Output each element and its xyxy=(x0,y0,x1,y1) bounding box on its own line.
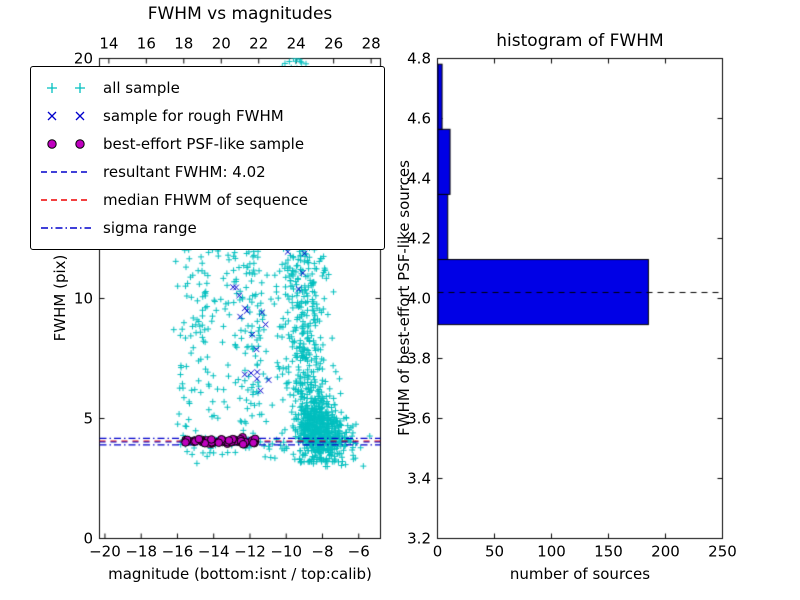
dashdot-line-icon xyxy=(41,227,91,229)
right-y-tick-label: 4.2 xyxy=(407,229,431,247)
legend-item-4: median FHWM of sequence xyxy=(37,186,378,214)
left-x-tick-label: −18 xyxy=(125,542,158,561)
left-x-tick-label: −12 xyxy=(234,542,266,561)
left-top-tick-label: 20 xyxy=(211,34,231,53)
left-x-tick-label: −16 xyxy=(161,542,194,561)
legend-label: sigma range xyxy=(103,219,197,237)
right-plot-title: histogram of FWHM xyxy=(496,31,664,51)
right-x-tick-label: 200 xyxy=(651,542,680,561)
left-plot-ylabel: FWHM (pix) xyxy=(51,254,69,342)
plus-marker-icon xyxy=(47,83,85,93)
right-y-tick-label: 4.0 xyxy=(407,289,431,307)
right-y-tick-label: 3.8 xyxy=(407,349,431,367)
left-y-tick-label: 5 xyxy=(83,409,93,427)
legend-label: median FHWM of sequence xyxy=(103,191,308,209)
legend-label: all sample xyxy=(103,79,180,97)
legend-item-3: resultant FWHM: 4.02 xyxy=(37,158,378,186)
legend-label: best-effort PSF-like sample xyxy=(103,135,305,153)
legend-label: sample for rough FWHM xyxy=(103,107,284,125)
left-x-tick-label: −20 xyxy=(89,542,121,561)
legend: all sample sample for rough FWHM best-effo… xyxy=(30,66,385,250)
right-x-tick-label: 50 xyxy=(484,542,505,561)
left-x-tick-label: −6 xyxy=(347,542,370,561)
dashed-line-icon xyxy=(41,199,91,201)
x-marker-icon xyxy=(47,111,85,121)
left-top-tick-label: 22 xyxy=(249,34,269,53)
right-y-tick-label: 4.4 xyxy=(407,169,431,187)
circle-marker-icon xyxy=(47,139,85,149)
right-plot-xlabel: number of sources xyxy=(509,565,651,583)
right-y-tick-label: 3.2 xyxy=(407,529,431,547)
left-top-tick-label: 28 xyxy=(361,34,381,53)
left-top-tick-label: 16 xyxy=(136,34,156,53)
left-plot-title: FWHM vs magnitudes xyxy=(147,4,333,24)
left-top-tick-label: 14 xyxy=(99,34,119,53)
dashed-line-icon xyxy=(41,171,91,173)
left-y-tick-label: 10 xyxy=(73,289,93,307)
right-y-tick-label: 4.8 xyxy=(407,49,431,67)
left-top-tick-label: 26 xyxy=(324,34,344,53)
left-x-tick-label: −8 xyxy=(311,542,334,561)
legend-item-0: all sample xyxy=(37,74,378,102)
right-y-tick-label: 3.6 xyxy=(407,409,431,427)
left-top-tick-label: 18 xyxy=(174,34,194,53)
left-top-tick-label: 24 xyxy=(286,34,306,53)
right-x-tick-label: 250 xyxy=(708,542,737,561)
right-x-tick-label: 100 xyxy=(537,542,566,561)
right-x-tick-label: 0 xyxy=(432,542,443,561)
legend-item-1: sample for rough FWHM xyxy=(37,102,378,130)
left-y-tick-label: 20 xyxy=(73,49,93,67)
right-x-tick-label: 150 xyxy=(594,542,623,561)
legend-item-2: best-effort PSF-like sample xyxy=(37,130,378,158)
legend-item-5: sigma range xyxy=(37,214,378,242)
right-y-tick-label: 3.4 xyxy=(407,469,431,487)
legend-label: resultant FWHM: 4.02 xyxy=(103,163,266,181)
left-plot-xlabel: magnitude (bottom:isnt / top:calib) xyxy=(108,565,372,583)
right-y-tick-label: 4.6 xyxy=(407,109,431,127)
left-y-tick-label: 0 xyxy=(83,529,93,547)
left-x-tick-label: −14 xyxy=(197,542,230,561)
left-x-tick-label: −10 xyxy=(270,542,303,561)
